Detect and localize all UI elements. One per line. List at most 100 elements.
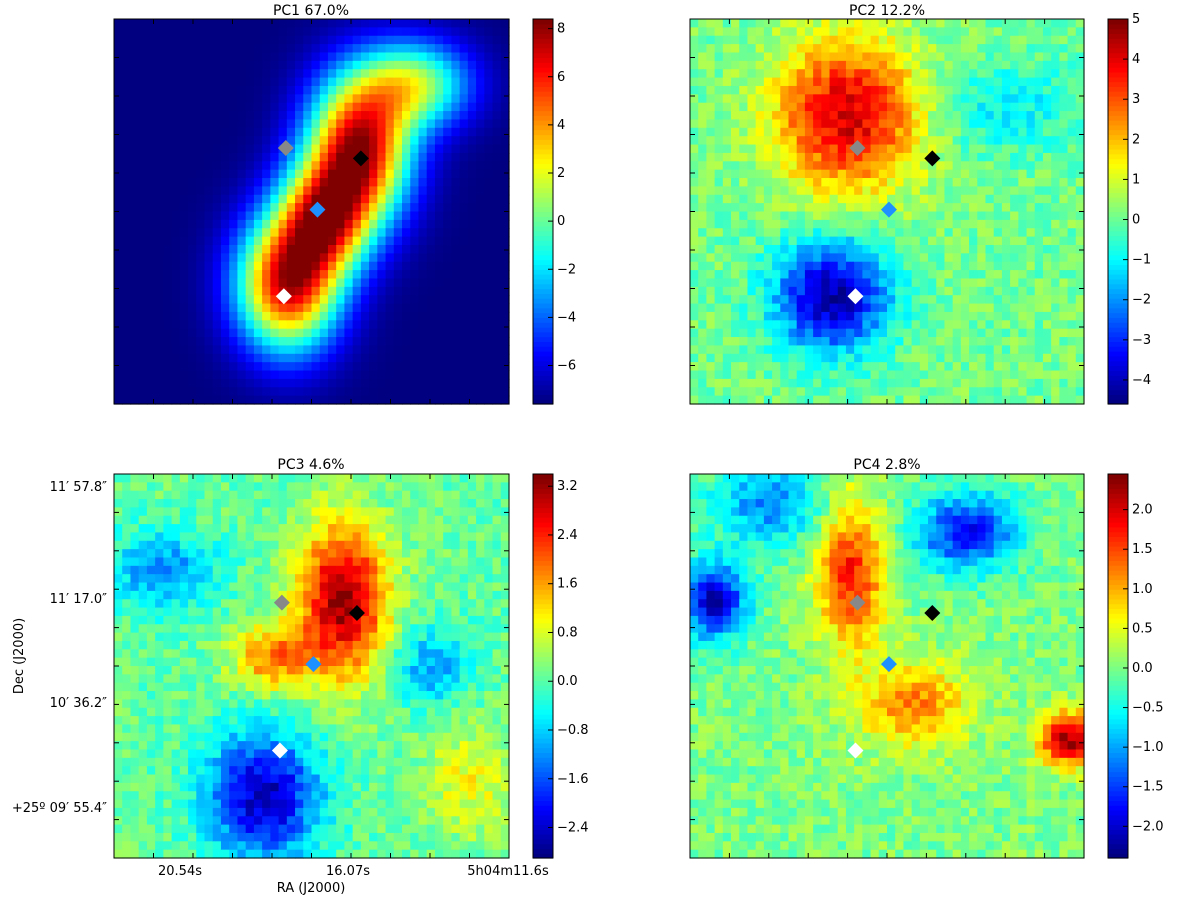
heatmap-cell [443, 337, 452, 347]
heatmap-cell [804, 295, 814, 305]
heatmap-cell [484, 244, 494, 254]
heatmap-cell [977, 194, 987, 204]
heatmap-cell [155, 749, 164, 759]
heatmap-cell [1034, 278, 1044, 288]
heatmap-cell [960, 362, 970, 372]
heatmap-cell [237, 136, 247, 146]
heatmap-cell [303, 261, 313, 271]
heatmap-cell [698, 169, 708, 179]
heatmap-cell [459, 295, 469, 305]
heatmap-cell [722, 136, 732, 146]
heatmap-cell [911, 320, 921, 330]
heatmap-cell [804, 111, 814, 121]
heatmap-cell [114, 136, 123, 146]
heatmap-cell [467, 387, 477, 397]
heatmap-cell [286, 77, 296, 87]
heatmap-cell [410, 353, 420, 363]
heatmap-cell [459, 270, 469, 280]
heatmap-cell [919, 69, 929, 79]
heatmap-cell [1059, 219, 1069, 229]
heatmap-cell [919, 219, 929, 229]
heatmap-cell [426, 253, 436, 263]
heatmap-cell [385, 19, 395, 28]
heatmap-cell [1034, 194, 1044, 204]
heatmap-cell [763, 203, 773, 213]
heatmap-cell [854, 320, 863, 330]
heatmap-cell [977, 111, 987, 121]
heatmap-cell [434, 178, 444, 187]
heatmap-cell [706, 311, 716, 321]
heatmap-cell [698, 236, 708, 246]
heatmap-cell [443, 127, 452, 137]
heatmap-cell [993, 44, 1003, 54]
heatmap-cell [714, 94, 724, 104]
heatmap-cell [1051, 119, 1060, 129]
heatmap-cell [829, 362, 839, 372]
heatmap-cell [919, 345, 929, 355]
heatmap-cell [229, 194, 239, 204]
heatmap-cell [500, 152, 510, 162]
heatmap-cell [344, 194, 354, 204]
colorbar-segment [533, 317, 553, 323]
heatmap-cell [476, 303, 485, 313]
heatmap-cell [237, 286, 247, 296]
heatmap-cell [731, 219, 740, 229]
heatmap-cell [443, 261, 452, 271]
heatmap-cell [278, 60, 288, 70]
heatmap-cell [122, 136, 132, 146]
heatmap-cell [739, 169, 749, 179]
heatmap-cell [451, 286, 461, 296]
heatmap-cell [813, 161, 822, 171]
heatmap-cell [336, 69, 346, 79]
heatmap-cell [500, 127, 510, 137]
heatmap-cell [854, 94, 863, 104]
heatmap-cell [138, 211, 148, 221]
heatmap-cell [237, 295, 247, 305]
heatmap-cell [763, 102, 773, 112]
heatmap-cell [796, 211, 806, 221]
heatmap-cell [360, 270, 370, 280]
heatmap-cell [928, 353, 937, 363]
heatmap-cell [492, 395, 502, 405]
heatmap-cell [163, 69, 173, 79]
heatmap-cell [492, 203, 502, 213]
heatmap-cell [270, 261, 280, 271]
colorbar-segment [533, 351, 553, 357]
heatmap-cell [1059, 228, 1069, 238]
heatmap-cell [977, 211, 987, 221]
heatmap-cell [1051, 186, 1060, 196]
heatmap-cell [985, 94, 995, 104]
heatmap-cell [303, 69, 313, 79]
heatmap-cell [698, 270, 708, 280]
heatmap-cell [944, 236, 954, 246]
heatmap-cell [245, 27, 255, 37]
heatmap-cell [985, 186, 995, 196]
heatmap-cell [262, 136, 271, 146]
heatmap-cell [1010, 27, 1019, 37]
heatmap-cell [698, 395, 708, 405]
heatmap-cell [196, 311, 206, 321]
heatmap-cell [402, 203, 411, 213]
axis-ticks [690, 19, 1084, 404]
heatmap-cell [911, 219, 921, 229]
heatmap-cell [138, 328, 148, 338]
heatmap-cell [188, 295, 197, 305]
heatmap-cell [739, 119, 749, 129]
heatmap-cell [977, 278, 987, 288]
heatmap-cell [377, 219, 387, 229]
heatmap-cell [837, 52, 847, 62]
heatmap-cell [731, 77, 740, 87]
heatmap-cell [402, 178, 411, 187]
heatmap-cell [829, 77, 839, 87]
heatmap-cell [878, 211, 888, 221]
heatmap-cell [286, 194, 296, 204]
heatmap-cell [500, 60, 510, 70]
heatmap-cell [796, 362, 806, 372]
heatmap-cell [484, 102, 494, 112]
heatmap-cell [1010, 119, 1019, 129]
heatmap-cell [928, 253, 937, 263]
heatmap-cell [319, 144, 329, 154]
colorbar-segment [1108, 221, 1128, 227]
heatmap-cell [854, 278, 863, 288]
heatmap-cell [829, 395, 839, 405]
